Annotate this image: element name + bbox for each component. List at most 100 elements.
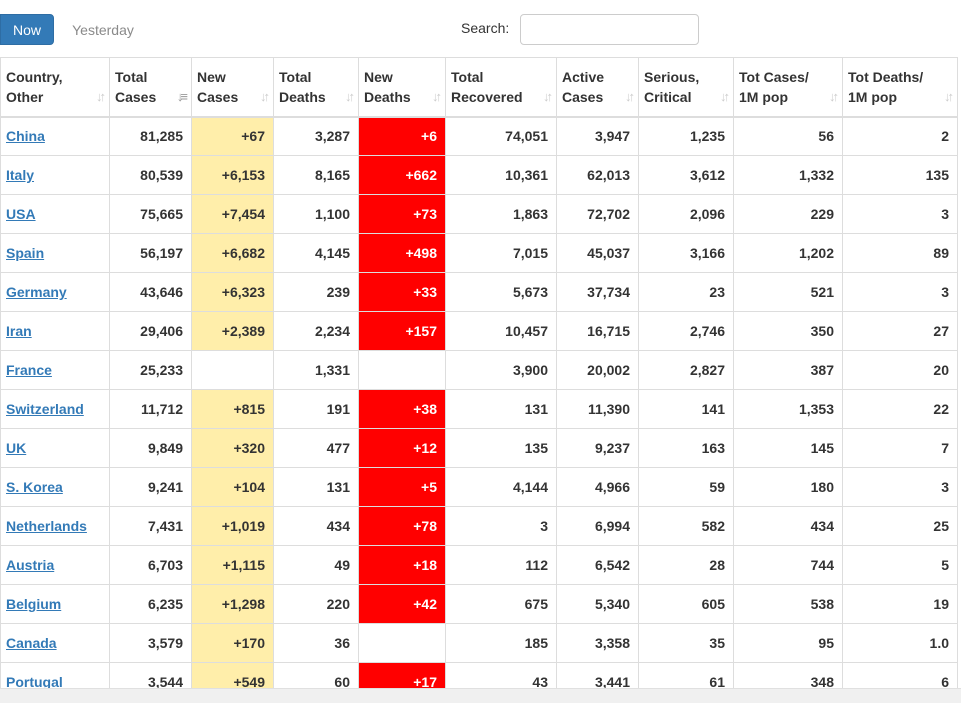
new-deaths-cell: +38 xyxy=(358,389,446,429)
deaths-per-1m-cell: 2 xyxy=(842,116,958,156)
deaths-per-1m-cell: 135 xyxy=(842,155,958,195)
table-row: Belgium 6,235 +1,298 220 +42 675 5,340 605 538 19 xyxy=(0,584,958,624)
total-deaths-cell: 4,145 xyxy=(273,233,359,273)
cases-per-1m-cell: 180 xyxy=(733,467,843,507)
column-header[interactable]: Tot Deaths/1M pop ↓↑ xyxy=(842,57,958,118)
new-cases-cell: +2,389 xyxy=(191,311,274,351)
country-cell: S. Korea xyxy=(0,467,110,507)
total-cases-cell: 6,703 xyxy=(109,545,192,585)
column-header-line2: Critical xyxy=(644,88,692,105)
horizontal-scrollbar[interactable] xyxy=(0,688,961,703)
new-deaths-cell xyxy=(358,350,446,390)
column-header[interactable]: Active Cases ↓↑ xyxy=(556,57,639,118)
column-header[interactable]: Total Recovered ↓↑ xyxy=(445,57,557,118)
cases-per-1m-cell: 538 xyxy=(733,584,843,624)
total-cases-cell: 75,665 xyxy=(109,194,192,234)
active-cases-cell: 9,237 xyxy=(556,428,639,468)
deaths-per-1m-cell: 3 xyxy=(842,467,958,507)
column-header-line2: 1M pop xyxy=(848,88,897,105)
new-deaths-cell: +662 xyxy=(358,155,446,195)
serious-critical-cell: 1,235 xyxy=(638,116,734,156)
total-cases-cell: 6,235 xyxy=(109,584,192,624)
yesterday-button[interactable]: Yesterday xyxy=(72,21,134,38)
new-deaths-cell: +5 xyxy=(358,467,446,507)
sort-icon[interactable]: ↓↑ xyxy=(345,88,355,104)
country-link[interactable]: Austria xyxy=(6,557,55,573)
country-link[interactable]: Canada xyxy=(6,635,57,651)
total-recovered-cell: 7,015 xyxy=(445,233,557,273)
new-cases-cell: +170 xyxy=(191,623,274,663)
new-deaths-cell: +157 xyxy=(358,311,446,351)
search-input[interactable] xyxy=(520,14,699,45)
cases-per-1m-cell: 145 xyxy=(733,428,843,468)
deaths-per-1m-cell: 19 xyxy=(842,584,958,624)
total-recovered-cell: 112 xyxy=(445,545,557,585)
country-cell: Italy xyxy=(0,155,110,195)
active-cases-cell: 16,715 xyxy=(556,311,639,351)
serious-critical-cell: 3,166 xyxy=(638,233,734,273)
new-deaths-cell xyxy=(358,623,446,663)
sort-icon[interactable]: ↓↑ xyxy=(829,88,839,104)
column-header[interactable]: Country, Other ↓↑ xyxy=(0,57,110,118)
country-link[interactable]: Portugal xyxy=(6,674,63,690)
sort-icon[interactable]: ↓↑ xyxy=(96,88,106,104)
new-cases-cell: +67 xyxy=(191,116,274,156)
total-recovered-cell: 5,673 xyxy=(445,272,557,312)
country-link[interactable]: UK xyxy=(6,440,27,456)
total-cases-cell: 7,431 xyxy=(109,506,192,546)
country-link[interactable]: Germany xyxy=(6,284,67,300)
sort-desc-icon[interactable]: ↓≡ xyxy=(176,88,188,104)
column-header-line1: Country, xyxy=(6,68,63,85)
total-recovered-cell: 3,900 xyxy=(445,350,557,390)
table-row: S. Korea 9,241 +104 131 +5 4,144 4,966 59 180 3 xyxy=(0,467,958,507)
country-link[interactable]: Italy xyxy=(6,167,35,183)
active-cases-cell: 45,037 xyxy=(556,233,639,273)
country-link[interactable]: Switzerland xyxy=(6,401,84,417)
sort-icon[interactable]: ↓↑ xyxy=(625,88,635,104)
new-cases-cell: +7,454 xyxy=(191,194,274,234)
country-link[interactable]: Belgium xyxy=(6,596,62,612)
cases-per-1m-cell: 434 xyxy=(733,506,843,546)
column-header[interactable]: Total Deaths ↓↑ xyxy=(273,57,359,118)
country-cell: Netherlands xyxy=(0,506,110,546)
cases-per-1m-cell: 744 xyxy=(733,545,843,585)
total-deaths-cell: 239 xyxy=(273,272,359,312)
table-header-row: Country, Other ↓↑ Total Cases ↓≡ New Cases ↓↑ Tot… xyxy=(0,57,958,118)
sort-icon[interactable]: ↓↑ xyxy=(720,88,730,104)
total-cases-cell: 29,406 xyxy=(109,311,192,351)
active-cases-cell: 20,002 xyxy=(556,350,639,390)
deaths-per-1m-cell: 20 xyxy=(842,350,958,390)
column-header[interactable]: Total Cases ↓≡ xyxy=(109,57,192,118)
total-cases-cell: 9,241 xyxy=(109,467,192,507)
active-cases-cell: 6,994 xyxy=(556,506,639,546)
total-deaths-cell: 3,287 xyxy=(273,116,359,156)
country-link[interactable]: China xyxy=(6,128,45,145)
serious-critical-cell: 2,746 xyxy=(638,311,734,351)
column-header[interactable]: New Deaths ↓↑ xyxy=(358,57,446,118)
deaths-per-1m-cell: 89 xyxy=(842,233,958,273)
country-link[interactable]: Spain xyxy=(6,245,45,261)
sort-icon[interactable]: ↓↑ xyxy=(543,88,553,104)
country-link[interactable]: S. Korea xyxy=(6,479,63,495)
table-row: China 81,285 +67 3,287 +6 74,051 3,947 1,235 56 2 xyxy=(0,116,958,156)
country-link[interactable]: Iran xyxy=(6,323,32,339)
search-label: Search: xyxy=(461,20,510,36)
new-cases-cell: +104 xyxy=(191,467,274,507)
column-header[interactable]: New Cases ↓↑ xyxy=(191,57,274,118)
now-button[interactable]: Now xyxy=(0,14,54,45)
sort-icon[interactable]: ↓↑ xyxy=(944,88,954,104)
countries-table: Country, Other ↓↑ Total Cases ↓≡ New Cases ↓↑ Tot… xyxy=(0,57,958,702)
country-link[interactable]: USA xyxy=(6,206,36,222)
country-link[interactable]: Netherlands xyxy=(6,518,87,534)
total-deaths-cell: 1,100 xyxy=(273,194,359,234)
total-recovered-cell: 1,863 xyxy=(445,194,557,234)
total-recovered-cell: 10,361 xyxy=(445,155,557,195)
active-cases-cell: 3,358 xyxy=(556,623,639,663)
country-link[interactable]: France xyxy=(6,362,52,378)
column-header[interactable]: Tot Cases/1M pop ↓↑ xyxy=(733,57,843,118)
serious-critical-cell: 2,827 xyxy=(638,350,734,390)
sort-icon[interactable]: ↓↑ xyxy=(432,88,442,104)
new-cases-cell: +320 xyxy=(191,428,274,468)
sort-icon[interactable]: ↓↑ xyxy=(260,88,270,104)
column-header[interactable]: Serious, Critical ↓↑ xyxy=(638,57,734,118)
